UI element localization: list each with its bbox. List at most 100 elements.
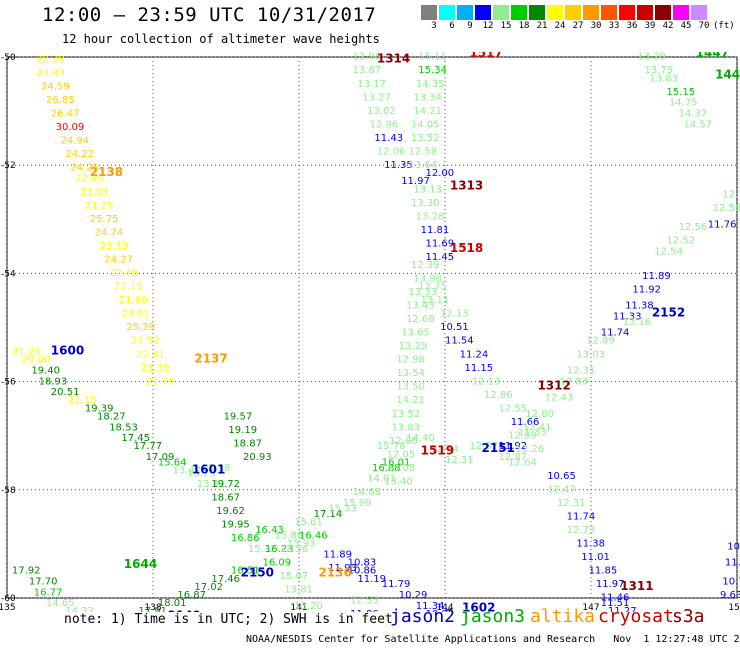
- scale-label: 15: [500, 21, 512, 31]
- pass-time-label: 2137: [194, 352, 227, 366]
- wave-height-point: 12.26: [516, 444, 545, 455]
- wave-height-point: 12.86: [389, 436, 418, 447]
- pass-time-label: 1519: [421, 444, 454, 458]
- wave-height-point: 11.74: [567, 512, 596, 523]
- pass-time-label: 1314: [377, 52, 410, 65]
- wave-height-point: 12.13: [440, 309, 469, 320]
- wave-height-point: 18.27: [97, 411, 126, 422]
- wave-height-point: 12.58: [409, 146, 438, 157]
- wave-height-point: 10.29: [399, 590, 428, 601]
- pass-time-label: 2151: [482, 441, 515, 455]
- wave-height-point: 13.52: [391, 409, 420, 420]
- scale-label: (ft): [713, 21, 735, 31]
- wave-height-point: 21.25: [12, 347, 41, 358]
- wave-height-point: 16.86: [231, 533, 260, 544]
- wave-height-point: 10.51: [440, 322, 469, 333]
- scale-swatch: [529, 5, 545, 20]
- pass-time-label: 1311: [620, 579, 653, 593]
- x-tick-label: 135: [0, 603, 16, 612]
- wave-height-point: 11.89: [642, 271, 671, 282]
- wave-height-point: 23.51: [121, 309, 150, 320]
- wave-height-point: 10.65: [547, 471, 576, 482]
- wave-height-point: 13.27: [362, 92, 391, 103]
- wave-height-point: 12.55: [499, 403, 528, 414]
- wave-height-point: 16.77: [34, 587, 63, 598]
- wave-height-point: 13.87: [353, 65, 382, 76]
- legend-jason2: jason2: [390, 606, 456, 627]
- wave-height-point: 11.27: [608, 606, 637, 612]
- x-tick-label: 144: [436, 603, 453, 612]
- wave-height-point: 15.78: [377, 441, 406, 452]
- scale-label: 12: [482, 21, 494, 31]
- wave-height-point: 15.93: [287, 539, 316, 550]
- scale-swatch: [691, 5, 707, 20]
- wave-height-point: 9.63: [720, 590, 740, 601]
- wave-height-point: 12.56: [713, 203, 740, 214]
- credit-line: NOAA/NESDIS Center for Satellite Applica…: [246, 634, 740, 645]
- wave-height-point: 12.53: [350, 595, 379, 606]
- wave-height-point: 21.52: [131, 336, 160, 347]
- wave-height-point: 14.21: [413, 106, 442, 117]
- pass-time-label: 1600: [51, 344, 84, 358]
- scale-label: 9: [467, 21, 473, 31]
- wave-height-point: 16.01: [382, 457, 411, 468]
- wave-height-point: 23.49: [36, 68, 65, 79]
- wave-height-point: 16.43: [255, 525, 284, 536]
- plot-area: 135 138 141 144 147 150 -50 -52 -54 -56 -58 -60 20.3…: [0, 52, 740, 612]
- pass-time-label: 1313: [450, 179, 483, 193]
- wave-height-point: 11.54: [445, 336, 474, 347]
- wave-height-point: 13.33: [409, 287, 438, 298]
- wave-height-point: 11.92: [632, 284, 661, 295]
- scale-swatch: [511, 5, 527, 20]
- wave-height-point: 17.77: [134, 441, 163, 452]
- scale-label: 21: [536, 21, 548, 31]
- wave-height-point: 12.52: [666, 236, 695, 247]
- wave-height-point: 16.88: [372, 463, 401, 474]
- pass-time-label: 1312: [537, 379, 570, 393]
- wave-height-point: 11.85: [589, 566, 618, 577]
- wave-height-point: 11.79: [382, 579, 411, 590]
- wave-height-point: 12.56: [679, 222, 708, 233]
- scale-swatch: [601, 5, 617, 20]
- wave-height-point: 16.87: [177, 590, 206, 601]
- wave-height-point: 10: [727, 541, 740, 552]
- pass-time-label: 1601: [192, 463, 225, 477]
- scale-swatch: [637, 5, 653, 20]
- wave-height-point: 12.56: [280, 544, 309, 555]
- wave-height-point: 15.99: [343, 498, 372, 509]
- scale-label: 45: [680, 21, 692, 31]
- wave-height-point: 10.90: [426, 609, 455, 612]
- wave-height-point: 14.35: [416, 79, 445, 90]
- scale-swatch: [547, 5, 563, 20]
- wave-height-point: 24.25: [70, 163, 99, 174]
- wave-height-point: 11.76: [708, 219, 737, 230]
- wave-height-point: 14.75: [669, 98, 698, 109]
- wave-height-point: 25.39: [126, 322, 155, 333]
- chart-title: 12:00 – 23:59 UTC 10/31/2017: [42, 4, 377, 26]
- wave-height-point: 12.83: [559, 376, 588, 387]
- wave-height-point: 11.81: [421, 225, 450, 236]
- wave-height-point: 24.27: [104, 255, 133, 266]
- wave-height-point: 18.01: [158, 598, 187, 609]
- pass-time-label: 2149: [168, 609, 201, 612]
- wave-height-point: 26.85: [46, 95, 75, 106]
- wave-height-point: 16.23: [265, 544, 294, 555]
- wave-height-point: 12.06: [377, 146, 406, 157]
- wave-height-point: 13.47: [172, 466, 201, 477]
- wave-height-point: 17.14: [314, 509, 343, 520]
- scale-swatch: [619, 5, 635, 20]
- wave-height-point: 19.72: [211, 479, 240, 490]
- scale-label: 36: [626, 21, 638, 31]
- wave-height-point: 14.01: [367, 474, 396, 485]
- wave-height-point: 22.41: [136, 349, 165, 360]
- wave-height-point: 11.33: [613, 311, 642, 322]
- wave-height-point: 12.89: [508, 430, 537, 441]
- wave-height-point: 17.45: [121, 433, 150, 444]
- wave-height-point: 18.93: [39, 376, 68, 387]
- scale-swatch: [439, 5, 455, 20]
- scale-label: 24: [554, 21, 566, 31]
- wave-height-point: 16.51: [231, 566, 260, 577]
- wave-height-point: 12.98: [353, 52, 382, 63]
- wave-height-point: 13.50: [396, 382, 425, 393]
- wave-height-point: 21.60: [119, 295, 148, 306]
